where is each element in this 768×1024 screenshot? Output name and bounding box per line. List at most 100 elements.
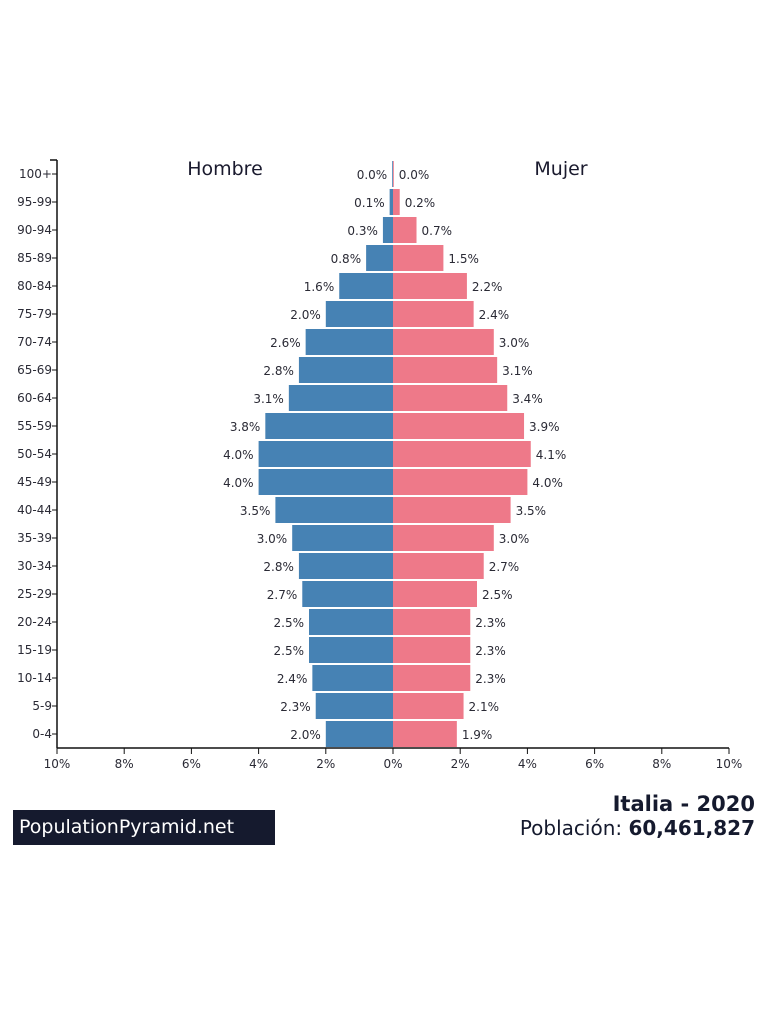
- bar-hombre: [258, 469, 393, 495]
- value-label-hombre: 2.6%: [270, 336, 301, 350]
- bar-hombre: [312, 665, 393, 691]
- age-label: 95-99: [17, 195, 52, 209]
- value-label-mujer: 3.9%: [529, 420, 560, 434]
- x-tick-label: 4%: [518, 757, 537, 771]
- age-label: 0-4: [32, 727, 52, 741]
- bar-mujer: [393, 413, 525, 439]
- x-tick-label: 10%: [716, 757, 743, 771]
- bar-mujer: [393, 273, 467, 299]
- value-label-hombre: 2.5%: [274, 616, 305, 630]
- value-label-hombre: 0.3%: [347, 224, 378, 238]
- legend-hombre: Hombre: [187, 158, 263, 180]
- value-label-hombre: 2.5%: [274, 644, 305, 658]
- bar-hombre: [325, 721, 393, 747]
- value-label-mujer: 4.0%: [532, 476, 563, 490]
- bar-mujer: [393, 553, 484, 579]
- bar-hombre: [315, 693, 393, 719]
- value-label-hombre: 3.8%: [230, 420, 261, 434]
- bar-mujer: [393, 721, 457, 747]
- age-label: 85-89: [17, 251, 52, 265]
- value-label-hombre: 0.8%: [331, 252, 362, 266]
- value-label-mujer: 0.7%: [422, 224, 453, 238]
- age-label: 35-39: [17, 531, 52, 545]
- x-tick-label: 2%: [316, 757, 335, 771]
- value-label-mujer: 2.1%: [469, 700, 500, 714]
- bar-hombre: [292, 525, 393, 551]
- value-label-hombre: 2.8%: [263, 560, 294, 574]
- bar-hombre: [392, 161, 393, 187]
- bar-mujer: [393, 441, 531, 467]
- value-label-mujer: 3.4%: [512, 392, 543, 406]
- population-line: Población: 60,461,827: [520, 816, 755, 840]
- x-tick-label: 8%: [115, 757, 134, 771]
- value-label-mujer: 3.0%: [499, 532, 530, 546]
- bar-mujer: [393, 469, 528, 495]
- age-label: 60-64: [17, 391, 52, 405]
- value-label-mujer: 0.2%: [405, 196, 436, 210]
- value-label-mujer: 0.0%: [399, 168, 430, 182]
- bar-hombre: [298, 357, 393, 383]
- bar-mujer: [393, 245, 444, 271]
- bar-hombre: [382, 217, 393, 243]
- age-label: 50-54: [17, 447, 52, 461]
- value-label-mujer: 1.9%: [462, 728, 493, 742]
- value-label-hombre: 3.0%: [257, 532, 288, 546]
- bar-hombre: [302, 581, 393, 607]
- value-label-hombre: 3.1%: [253, 392, 284, 406]
- bar-mujer: [393, 385, 508, 411]
- bar-mujer: [393, 693, 464, 719]
- age-label: 15-19: [17, 643, 52, 657]
- x-tick-label: 8%: [652, 757, 671, 771]
- value-label-hombre: 3.5%: [240, 504, 271, 518]
- population-label: Población:: [519, 816, 623, 840]
- bar-mujer: [393, 301, 474, 327]
- bar-mujer: [393, 609, 471, 635]
- bar-hombre: [389, 189, 393, 215]
- value-label-hombre: 0.0%: [357, 168, 388, 182]
- value-label-mujer: 2.2%: [472, 280, 503, 294]
- bar-hombre: [258, 441, 393, 467]
- age-label: 75-79: [17, 307, 52, 321]
- value-label-hombre: 2.7%: [267, 588, 298, 602]
- value-label-mujer: 3.5%: [516, 504, 547, 518]
- bar-mujer: [393, 329, 494, 355]
- value-label-mujer: 2.3%: [475, 616, 506, 630]
- bar-mujer: [393, 497, 511, 523]
- value-label-hombre: 0.1%: [354, 196, 385, 210]
- bar-mujer: [393, 161, 394, 187]
- bar-mujer: [393, 189, 400, 215]
- bar-hombre: [275, 497, 393, 523]
- value-label-mujer: 1.5%: [448, 252, 479, 266]
- age-label: 30-34: [17, 559, 52, 573]
- age-label: 5-9: [32, 699, 52, 713]
- age-label: 100+: [19, 167, 52, 181]
- x-tick-label: 2%: [451, 757, 470, 771]
- bar-hombre: [366, 245, 393, 271]
- value-label-mujer: 2.3%: [475, 672, 506, 686]
- bar-hombre: [339, 273, 393, 299]
- bar-mujer: [393, 217, 417, 243]
- bar-hombre: [288, 385, 393, 411]
- value-label-hombre: 1.6%: [304, 280, 335, 294]
- value-label-mujer: 3.0%: [499, 336, 530, 350]
- legend-mujer: Mujer: [534, 158, 587, 180]
- age-label: 20-24: [17, 615, 52, 629]
- bar-mujer: [393, 637, 471, 663]
- x-tick-label: 6%: [585, 757, 604, 771]
- value-label-mujer: 4.1%: [536, 448, 567, 462]
- value-label-hombre: 2.0%: [290, 728, 321, 742]
- age-label: 65-69: [17, 363, 52, 377]
- bar-mujer: [393, 581, 477, 607]
- bar-hombre: [325, 301, 393, 327]
- value-label-hombre: 4.0%: [223, 476, 254, 490]
- chart-title: Italia - 2020: [612, 792, 755, 816]
- age-label: 90-94: [17, 223, 52, 237]
- brand-logo: PopulationPyramid.net: [13, 810, 275, 845]
- bar-hombre: [309, 609, 393, 635]
- value-label-mujer: 2.5%: [482, 588, 513, 602]
- age-label: 80-84: [17, 279, 52, 293]
- x-tick-label: 4%: [249, 757, 268, 771]
- population-value: 60,461,827: [628, 816, 755, 840]
- age-label: 25-29: [17, 587, 52, 601]
